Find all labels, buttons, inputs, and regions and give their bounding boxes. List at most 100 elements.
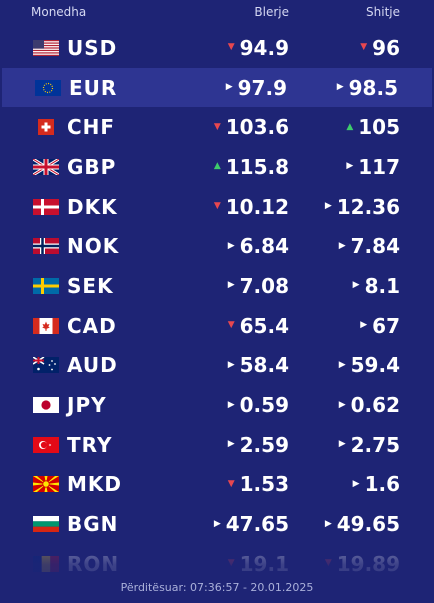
- buy-value: 7.08: [239, 273, 289, 298]
- buy-rate: ▼ 65.4: [228, 314, 289, 338]
- flag-bg-icon: [33, 516, 59, 533]
- rates-list: USD ▼ 94.9 ▼ 96 EUR ▶ 97.9 ▶ 98.5 CHF ▼ 103.6 ▲ 105 GBP…: [0, 28, 434, 584]
- rate-row-gbp: GBP ▲ 115.8 ▶ 117: [0, 147, 434, 187]
- buy-value: 65.4: [239, 313, 289, 338]
- sell-rate: ▼ 96: [360, 36, 400, 60]
- currency-code: CAD: [67, 313, 117, 338]
- buy-rate: ▲ 115.8: [214, 155, 289, 179]
- sell-rate: ▶ 98.5: [337, 76, 398, 100]
- sell-rate: ▶ 1.6: [353, 472, 400, 496]
- sell-value: 117: [358, 154, 400, 179]
- trend-same-icon: ▶: [338, 240, 346, 251]
- trend-same-icon: ▶: [360, 320, 368, 331]
- trend-same-icon: ▶: [225, 82, 233, 93]
- flag-ca-icon: [33, 317, 59, 334]
- rate-row-eur: EUR ▶ 97.9 ▶ 98.5: [2, 67, 432, 108]
- rate-row-aud: AUD ▶ 58.4 ▶ 59.4: [0, 346, 434, 386]
- rate-row-chf: CHF ▼ 103.6 ▲ 105: [0, 107, 434, 147]
- buy-value: 10.12: [225, 194, 289, 219]
- sell-value: 98.5: [348, 75, 398, 100]
- buy-rate: ▶ 0.59: [228, 393, 289, 417]
- buy-rate: ▶ 47.65: [214, 512, 289, 536]
- sell-rate: ▶ 0.62: [339, 393, 400, 417]
- sell-rate: ▲ 105: [346, 115, 400, 139]
- buy-rate: ▼ 103.6: [214, 115, 289, 139]
- buy-rate: ▶ 2.59: [228, 433, 289, 457]
- rate-row-usd: USD ▼ 94.9 ▼ 96: [0, 28, 434, 68]
- sell-value: 19.89: [336, 551, 400, 576]
- buy-value: 6.84: [239, 234, 289, 259]
- trend-down-icon: ▼: [227, 320, 235, 331]
- flag-dk-icon: [33, 198, 59, 215]
- trend-same-icon: ▶: [227, 240, 235, 251]
- trend-same-icon: ▶: [227, 280, 235, 291]
- buy-rate: ▶ 58.4: [228, 353, 289, 377]
- last-updated: Përditësuar: 07:36:57 - 20.01.2025: [120, 581, 314, 594]
- trend-down-icon: ▼: [227, 558, 235, 569]
- trend-same-icon: ▶: [352, 478, 360, 489]
- currency-code: GBP: [67, 154, 117, 179]
- buy-value: 19.1: [239, 551, 289, 576]
- trend-up-icon: ▲: [346, 121, 354, 132]
- trend-down-icon: ▼: [360, 42, 368, 53]
- sell-value: 0.62: [350, 393, 400, 418]
- sell-value: 96: [372, 35, 400, 60]
- buy-rate: ▼ 1.53: [228, 472, 289, 496]
- trend-same-icon: ▶: [352, 280, 360, 291]
- trend-down-icon: ▼: [213, 121, 221, 132]
- trend-same-icon: ▶: [227, 399, 235, 410]
- sell-rate: ▶ 12.36: [325, 195, 400, 219]
- currency-code: MKD: [67, 472, 123, 497]
- header-buy: Blerje: [254, 5, 289, 19]
- sell-value: 1.6: [364, 472, 400, 497]
- flag-tr-icon: [33, 436, 59, 453]
- trend-same-icon: ▶: [324, 201, 332, 212]
- sell-rate: ▶ 7.84: [339, 234, 400, 258]
- trend-same-icon: ▶: [324, 518, 332, 529]
- trend-down-icon: ▼: [227, 478, 235, 489]
- trend-same-icon: ▶: [338, 439, 346, 450]
- buy-value: 2.59: [239, 432, 289, 457]
- currency-code: TRY: [67, 432, 113, 457]
- buy-value: 0.59: [239, 393, 289, 418]
- flag-jp-icon: [33, 397, 59, 414]
- flag-se-icon: [33, 277, 59, 294]
- sell-value: 59.4: [350, 353, 400, 378]
- trend-same-icon: ▶: [227, 359, 235, 370]
- sell-value: 49.65: [336, 512, 400, 537]
- trend-up-icon: ▲: [213, 161, 221, 172]
- flag-us-icon: [33, 39, 59, 56]
- buy-value: 58.4: [239, 353, 289, 378]
- trend-down-icon: ▼: [213, 201, 221, 212]
- currency-code: EUR: [69, 75, 118, 100]
- trend-down-icon: ▼: [227, 42, 235, 53]
- buy-rate: ▼ 19.1: [228, 552, 289, 576]
- currency-code: BGN: [67, 512, 119, 537]
- buy-value: 1.53: [239, 472, 289, 497]
- header-sell: Shitje: [366, 5, 400, 19]
- flag-au-icon: [33, 357, 59, 374]
- flag-ch-icon: [38, 119, 54, 136]
- flag-gb-icon: [33, 158, 59, 175]
- buy-rate: ▼ 94.9: [228, 36, 289, 60]
- currency-code: USD: [67, 35, 118, 60]
- buy-value: 115.8: [225, 154, 289, 179]
- buy-value: 103.6: [225, 115, 289, 140]
- table-header: Monedha Blerje Shitje: [0, 0, 434, 28]
- buy-value: 94.9: [239, 35, 289, 60]
- flag-mk-icon: [33, 476, 59, 493]
- flag-ro-icon: [33, 555, 59, 572]
- rate-row-try: TRY ▶ 2.59 ▶ 2.75: [0, 425, 434, 465]
- flag-eu-icon: [35, 79, 61, 96]
- trend-same-icon: ▶: [338, 399, 346, 410]
- sell-rate: ▶ 8.1: [353, 274, 400, 298]
- buy-rate: ▶ 97.9: [226, 76, 287, 100]
- trend-same-icon: ▶: [213, 518, 221, 529]
- trend-same-icon: ▶: [338, 359, 346, 370]
- buy-rate: ▶ 7.08: [228, 274, 289, 298]
- sell-rate: ▶ 117: [346, 155, 400, 179]
- trend-same-icon: ▶: [336, 82, 344, 93]
- buy-value: 97.9: [237, 75, 287, 100]
- trend-down-icon: ▼: [324, 558, 332, 569]
